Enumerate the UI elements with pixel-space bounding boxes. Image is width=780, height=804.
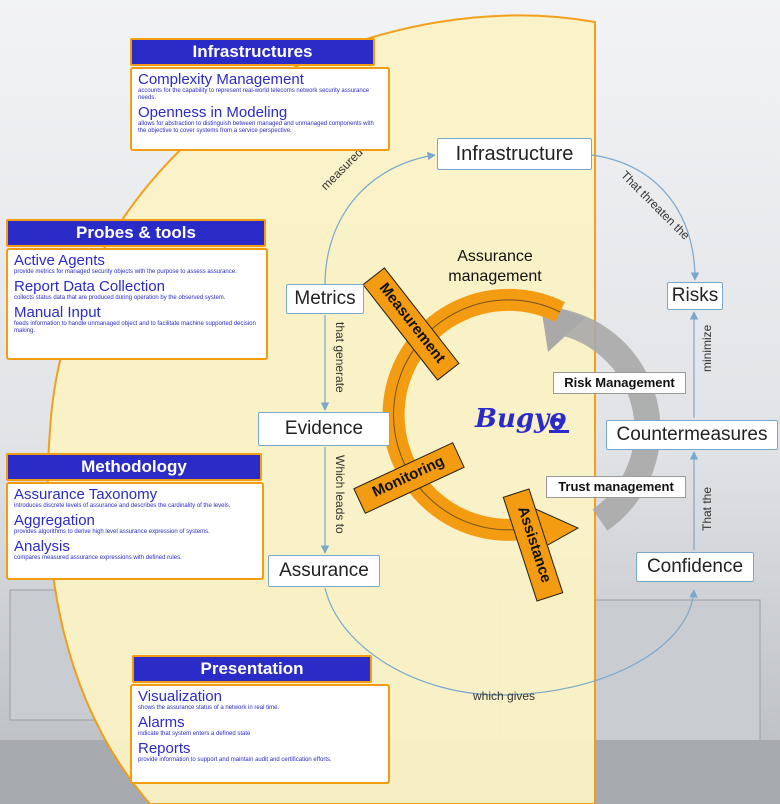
connector-assurance-confidence	[324, 587, 698, 696]
node-infrastructure: Infrastructure	[437, 138, 592, 170]
connector-metrics-infrastructure	[324, 152, 436, 286]
item-desc: feeds information to handle unmanaged ob…	[14, 321, 256, 334]
bugyo-logo-text: Bugyo	[475, 404, 567, 434]
edge-label-that-generate: that generate	[333, 322, 347, 393]
item-title: Manual Input	[14, 304, 101, 321]
node-assurance: Assurance	[268, 555, 380, 587]
risk-management-tag: Risk Management	[553, 372, 686, 394]
cycle-orange-arc-inner	[393, 299, 561, 531]
item-title: Active Agents	[14, 252, 105, 269]
item-title: Aggregation	[14, 512, 95, 529]
item-desc: shows the assurance status of a network …	[138, 705, 280, 711]
node-evidence: Evidence	[258, 412, 390, 446]
item-desc: indicate that system enters a defined st…	[138, 731, 251, 737]
bugyo-logo-mark	[549, 418, 569, 433]
item-title: Openness in Modeling	[138, 104, 288, 121]
edge-label-minimize: minimize	[700, 324, 714, 372]
panel-probes-header: Probes & tools	[6, 219, 266, 247]
item-title: Analysis	[14, 538, 70, 555]
connector-infrastructure-risks	[591, 154, 700, 281]
trust-management-tag: Trust management	[546, 476, 686, 498]
edge-label-that-the: That the	[700, 486, 714, 531]
item-title: Complexity Management	[138, 71, 304, 88]
item-title: Visualization	[138, 688, 222, 705]
panel-presentation-body: Visualization shows the assurance status…	[130, 684, 390, 784]
node-metrics: Metrics	[286, 284, 364, 314]
edge-label-which-leads-to: Which leads to	[333, 455, 347, 534]
panel-presentation-header: Presentation	[132, 655, 372, 683]
panel-methodology-header: Methodology	[6, 453, 262, 481]
item-desc: provide information to support and maint…	[138, 757, 332, 763]
item-title: Report Data Collection	[14, 278, 165, 295]
bugyo-logo: Bugyo	[473, 400, 573, 440]
item-desc: accounts for the capability to represent…	[138, 88, 370, 101]
item-desc: provide metrics for managed security obj…	[14, 269, 237, 275]
item-desc: introduces discrete levels of assurance …	[14, 503, 231, 509]
item-title: Alarms	[138, 714, 185, 731]
item-title: Reports	[138, 740, 191, 757]
panel-probes-body: Active Agents provide metrics for manage…	[6, 248, 268, 360]
panel-infrastructures-header: Infrastructures	[130, 38, 375, 66]
item-desc: collects status data that are produced d…	[14, 295, 226, 301]
panel-infrastructures-body: Complexity Management accounts for the c…	[130, 67, 390, 151]
center-title-line1: Assurance	[457, 248, 533, 265]
center-title: Assurance management	[425, 247, 565, 287]
item-title: Assurance Taxonomy	[14, 486, 158, 503]
center-title-line2: management	[448, 268, 542, 285]
item-desc: allows for abstraction to distinguish be…	[138, 121, 374, 134]
node-confidence: Confidence	[636, 552, 754, 582]
item-desc: compares measured assurance expressions …	[14, 555, 182, 561]
panel-methodology-body: Assurance Taxonomy introduces discrete l…	[6, 482, 264, 580]
node-countermeasures: Countermeasures	[606, 420, 778, 450]
item-desc: provides algorithms to derive high level…	[14, 529, 210, 535]
edge-label-which-gives: which gives	[473, 689, 536, 703]
node-risks: Risks	[667, 282, 723, 310]
